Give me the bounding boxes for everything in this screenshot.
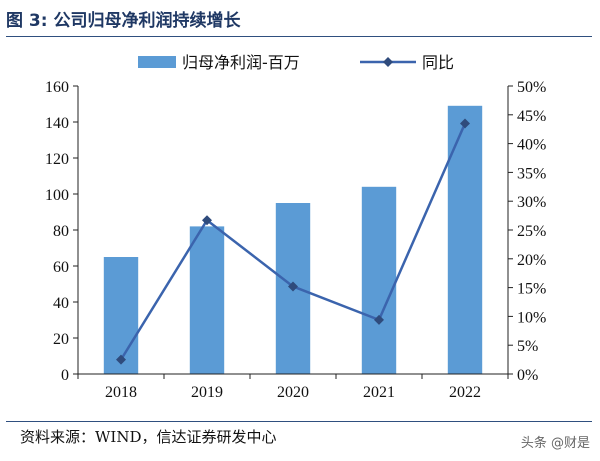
bar-2018 bbox=[103, 257, 139, 374]
y-left-tick-label: 100 bbox=[45, 187, 69, 204]
y-right-tick-label: 45% bbox=[517, 108, 546, 125]
x-tick-label: 2021 bbox=[363, 384, 395, 401]
yoy-point-2021 bbox=[374, 314, 384, 325]
yoy-point-2018 bbox=[116, 354, 126, 365]
y-left-tick-label: 60 bbox=[53, 259, 69, 276]
y-left-tick-label: 80 bbox=[53, 223, 69, 240]
y-left-tick-label: 20 bbox=[53, 331, 69, 348]
source-divider bbox=[6, 421, 592, 422]
legend-label-bar: 归母净利润-百万 bbox=[182, 53, 300, 72]
y-left-tick-label: 40 bbox=[53, 295, 69, 312]
y-right-tick-label: 0% bbox=[517, 367, 538, 384]
y-right-tick-label: 20% bbox=[517, 252, 546, 269]
bar-2022 bbox=[447, 105, 483, 375]
legend-swatch-bar bbox=[138, 56, 176, 68]
bar-series bbox=[103, 105, 483, 375]
x-tick-label: 2019 bbox=[191, 384, 223, 401]
y-left-tick-label: 140 bbox=[45, 115, 69, 132]
legend-label-line: 同比 bbox=[422, 53, 454, 72]
bar-2019 bbox=[189, 226, 225, 374]
y-right-tick-label: 50% bbox=[517, 79, 546, 96]
y-right-tick-label: 10% bbox=[517, 309, 546, 326]
bar-2021 bbox=[361, 186, 397, 374]
yoy-point-2022 bbox=[460, 118, 470, 129]
watermark: 头条 @财是 bbox=[520, 436, 590, 451]
yoy-point-2020 bbox=[288, 281, 298, 292]
axes: 0 20 40 60 80 100 120 140 160 0% 5% 10% 15% 20% 25% 30%… bbox=[45, 79, 546, 401]
x-tick-label: 2018 bbox=[105, 384, 137, 401]
y-right-tick-label: 35% bbox=[517, 165, 546, 182]
y-left-tick-label: 120 bbox=[45, 151, 69, 168]
y-right-tick-label: 40% bbox=[517, 137, 546, 154]
chart: 归母净利润-百万 同比 0 20 40 60 80 100 120 140 160 0% 5% 10% 1… bbox=[45, 53, 546, 401]
y-right-tick-label: 30% bbox=[517, 194, 546, 211]
figure-title: 图 3: 公司归母净利润持续增长 bbox=[6, 11, 241, 31]
legend-marker-line bbox=[383, 57, 393, 67]
line-series bbox=[116, 118, 470, 365]
y-left-tick-label: 160 bbox=[45, 79, 69, 96]
legend: 归母净利润-百万 同比 bbox=[138, 53, 454, 72]
title-divider bbox=[6, 36, 592, 37]
y-left-tick-label: 0 bbox=[61, 367, 69, 384]
source-note: 资料来源：WIND，信达证券研发中心 bbox=[20, 428, 277, 446]
y-right-tick-label: 15% bbox=[517, 281, 546, 298]
yoy-point-2019 bbox=[202, 215, 212, 226]
x-tick-label: 2020 bbox=[277, 384, 309, 401]
y-right-tick-label: 5% bbox=[517, 338, 538, 355]
x-tick-label: 2022 bbox=[449, 384, 481, 401]
y-right-tick-label: 25% bbox=[517, 223, 546, 240]
